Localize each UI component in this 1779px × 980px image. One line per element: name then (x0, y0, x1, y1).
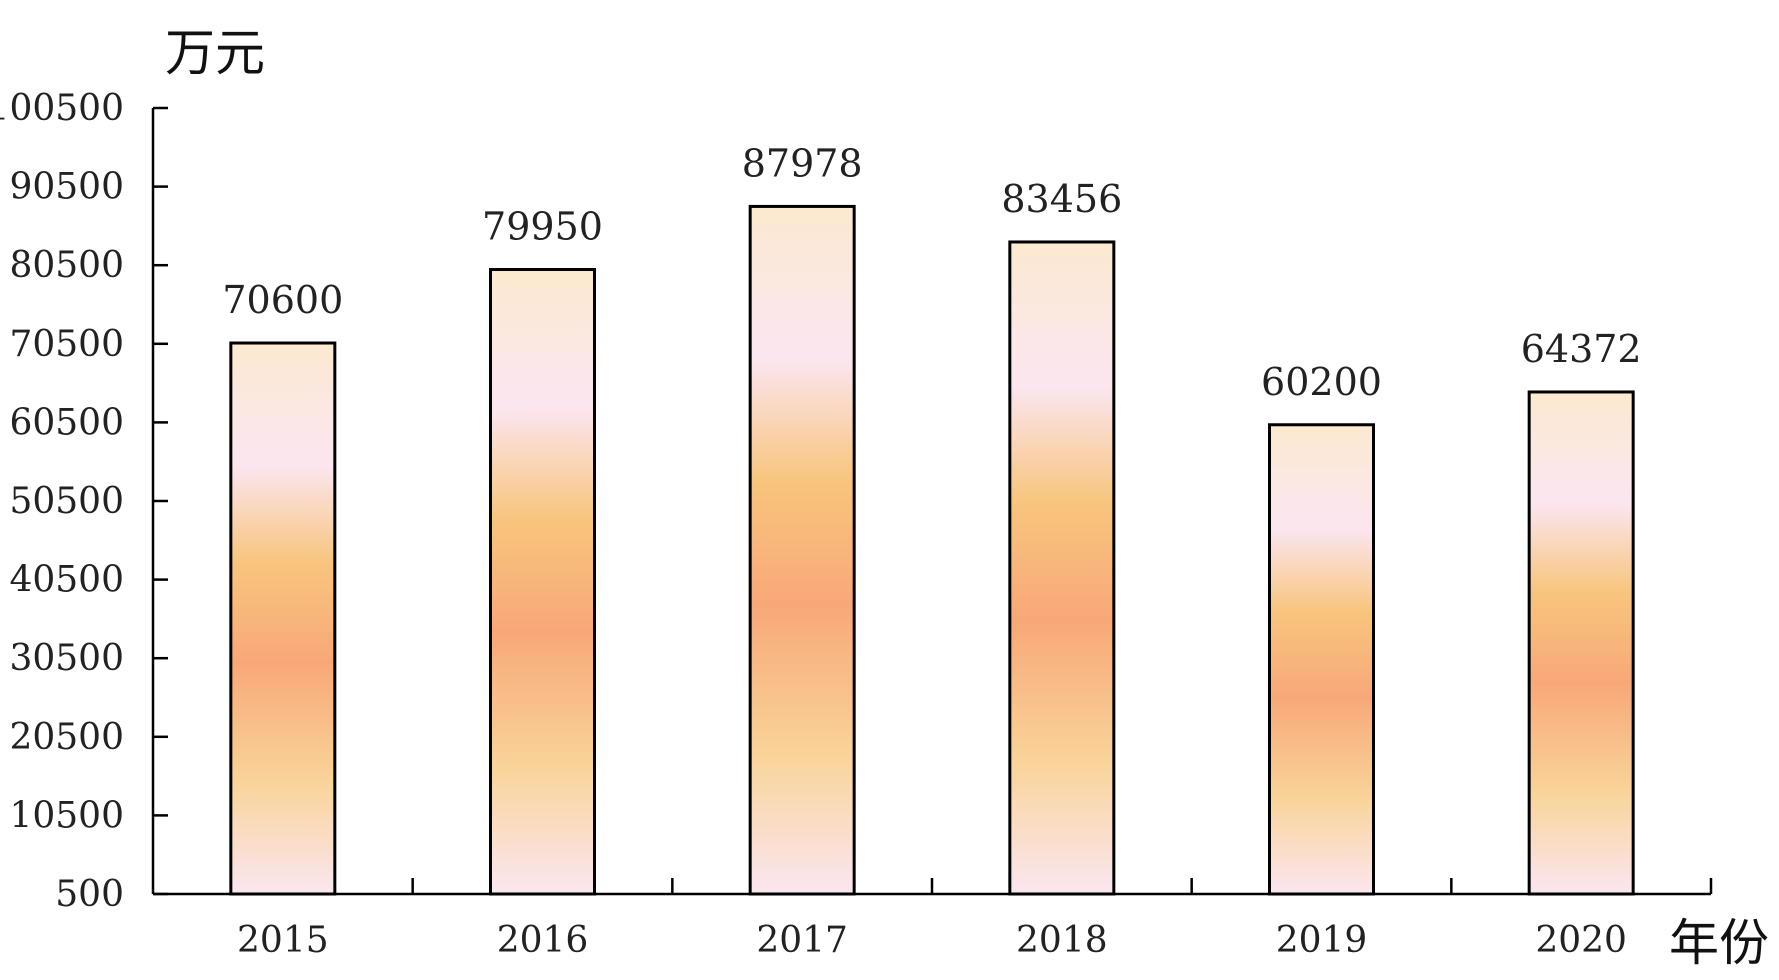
x-tick-label: 2020 (1535, 920, 1627, 961)
x-axis-labels: 2015 2016 2017 2018 2019 2020 (237, 920, 1627, 961)
y-tick-label: 100500 (0, 88, 124, 129)
x-tick-label: 2019 (1276, 920, 1368, 961)
y-tick-label: 20500 (9, 717, 124, 758)
y-tick-label: 60500 (9, 402, 124, 443)
y-tick-label: 70500 (9, 324, 124, 365)
x-tick-label: 2017 (756, 920, 848, 961)
x-tick-label: 2018 (1016, 920, 1108, 961)
data-label-2015: 70600 (222, 278, 343, 322)
data-label-2019: 60200 (1261, 360, 1382, 404)
y-tick-label: 500 (55, 874, 124, 915)
bar-2016 (489, 268, 596, 896)
bar-2015 (229, 341, 337, 896)
data-label-2020: 64372 (1521, 327, 1642, 371)
x-tick-label: 2016 (497, 920, 589, 961)
bars (229, 204, 1635, 896)
x-tick-label: 2015 (237, 920, 329, 961)
data-label-2017: 87978 (742, 141, 863, 185)
data-labels: 70600 79950 87978 83456 60200 64372 (222, 141, 1641, 403)
y-tick-label: 40500 (9, 560, 124, 601)
y-tick-label: 50500 (9, 481, 124, 522)
y-tick-label: 80500 (9, 245, 124, 286)
bar-2019 (1268, 423, 1375, 896)
x-axis-title: 年份 (1669, 914, 1769, 972)
y-axis-title: 万元 (165, 24, 265, 82)
y-axis-ticks: 500 10500 20500 30500 40500 50500 60500 70500 80… (0, 88, 168, 915)
y-tick-label: 10500 (9, 795, 124, 836)
bar-2017 (748, 204, 856, 896)
y-tick-label: 90500 (9, 167, 124, 208)
x-axis-ticks (411, 878, 1713, 894)
bar-2020 (1527, 390, 1635, 896)
data-label-2018: 83456 (1001, 177, 1122, 221)
bar-2018 (1008, 240, 1116, 896)
y-tick-label: 30500 (9, 638, 124, 679)
data-label-2016: 79950 (482, 205, 603, 249)
